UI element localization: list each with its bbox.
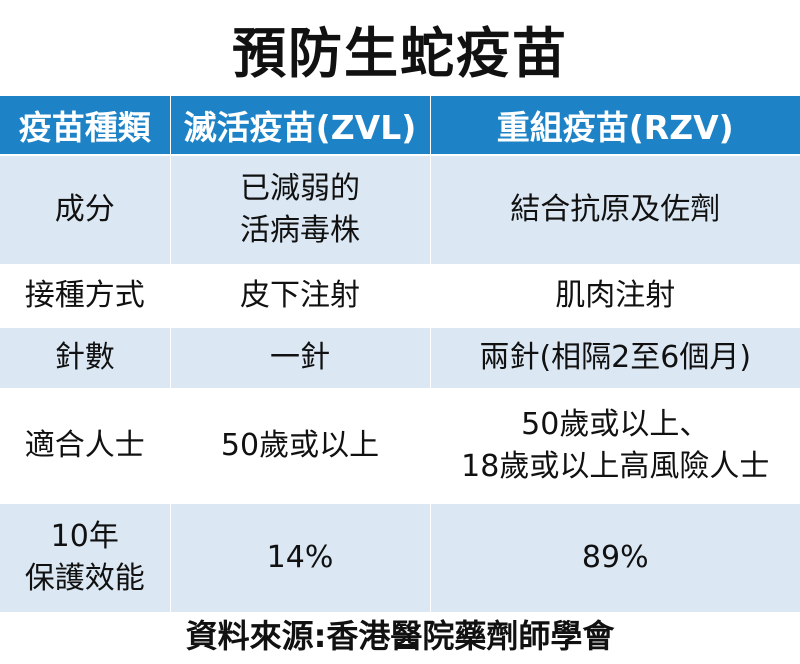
- table-header-row: 疫苗種類 滅活疫苗(ZVL) 重組疫苗(RZV): [0, 96, 800, 156]
- rzv-cell: 肌肉注射: [430, 265, 800, 328]
- rzv-cell: 結合抗原及佐劑: [430, 155, 800, 266]
- zvl-cell: 皮下注射: [170, 265, 431, 328]
- row-label: 接種方式: [0, 265, 171, 328]
- table-row: 10年 保護效能 14% 89%: [0, 503, 800, 614]
- zvl-cell: 一針: [170, 327, 431, 390]
- table-row: 接種方式 皮下注射 肌肉注射: [0, 265, 800, 328]
- vaccine-comparison-table: 疫苗種類 滅活疫苗(ZVL) 重組疫苗(RZV) 成分 已減弱的 活病毒株 結合…: [0, 96, 800, 614]
- header-vaccine-type: 疫苗種類: [0, 96, 171, 156]
- header-zvl: 滅活疫苗(ZVL): [170, 96, 431, 156]
- source-note: 資料來源:香港醫院藥劑師學會: [185, 617, 615, 655]
- zvl-cell: 50歲或以上: [170, 389, 431, 504]
- table-row: 適合人士 50歲或以上 50歲或以上、 18歲或以上高風險人士: [0, 389, 800, 504]
- table-row: 成分 已減弱的 活病毒株 結合抗原及佐劑: [0, 155, 800, 266]
- row-label: 成分: [0, 155, 171, 266]
- zvl-cell: 14%: [170, 503, 431, 614]
- rzv-cell: 兩針(相隔2至6個月): [430, 327, 800, 390]
- rzv-cell: 89%: [430, 503, 800, 614]
- row-label: 適合人士: [0, 389, 171, 504]
- row-label: 針數: [0, 327, 171, 390]
- header-rzv: 重組疫苗(RZV): [430, 96, 800, 156]
- zvl-cell: 已減弱的 活病毒株: [170, 155, 431, 266]
- row-label: 10年 保護效能: [0, 503, 171, 614]
- page-title: 預防生蛇疫苗: [232, 21, 568, 85]
- table-row: 針數 一針 兩針(相隔2至6個月): [0, 327, 800, 390]
- rzv-cell: 50歲或以上、 18歲或以上高風險人士: [430, 389, 800, 504]
